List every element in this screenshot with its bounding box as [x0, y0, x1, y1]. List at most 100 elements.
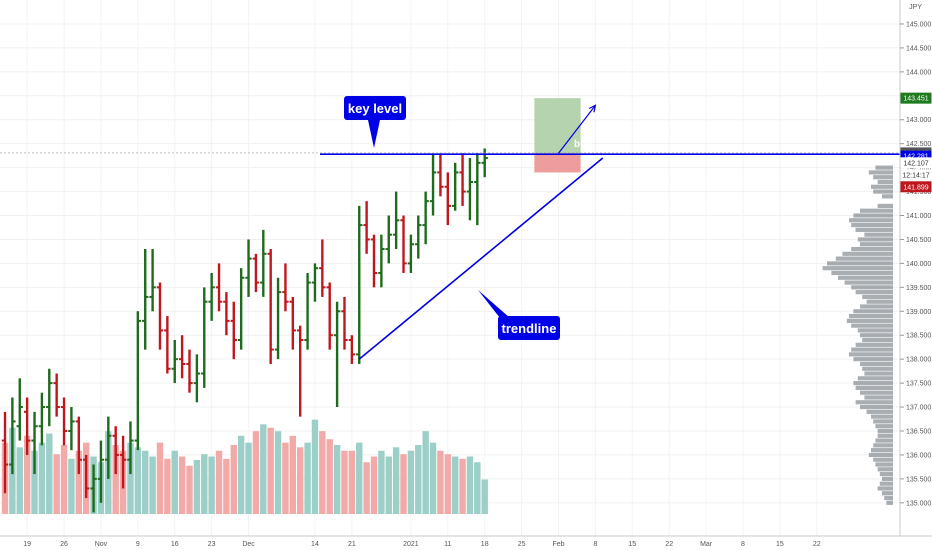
ohlc-bar	[230, 301, 237, 360]
x-tick-label: Feb	[552, 541, 564, 548]
volume-profile-bar	[849, 218, 893, 223]
ohlc-bar	[142, 249, 149, 350]
volume-profile-bar	[860, 333, 893, 338]
volume-bar	[134, 447, 142, 514]
ohlc-bar	[75, 416, 82, 475]
volume-profile-bar	[860, 404, 893, 410]
volume-bar	[186, 465, 193, 514]
x-tick-label: 11	[444, 541, 451, 548]
key-level-callout[interactable]: key level	[344, 96, 406, 148]
volume-bar	[474, 462, 481, 514]
ohlc-bar	[378, 234, 385, 288]
position-zones	[534, 98, 581, 173]
volume-profile-bar	[871, 184, 893, 189]
ohlc-bar	[156, 282, 164, 350]
volume-profile-bar	[873, 443, 893, 448]
volume-profile-bar	[851, 246, 893, 252]
y-tick-label: 143.000	[906, 117, 931, 124]
volume-bar	[297, 447, 304, 514]
ohlc-bar	[444, 172, 451, 226]
currency-label: JPY	[909, 4, 922, 11]
ohlc-bar	[326, 282, 333, 350]
price-label-text: 142.107	[903, 160, 928, 167]
volume-bar	[415, 445, 422, 514]
volume-bar	[326, 439, 333, 514]
volume-profile-bar	[882, 491, 893, 496]
y-tick-label: 135.500	[906, 476, 931, 483]
y-tick-label: 144.500	[906, 45, 931, 52]
volume-profile-bar	[873, 189, 893, 194]
volume-profile-bar	[853, 309, 893, 314]
ohlc-bar	[1, 411, 9, 494]
volume-profile-bar	[875, 438, 893, 443]
volume-profile-bar	[871, 448, 893, 453]
y-tick-label: 139.000	[906, 309, 931, 316]
price-label-bg	[900, 181, 932, 193]
volume-profile-bar	[835, 256, 893, 261]
volume-profile-bar	[851, 347, 893, 352]
volume-bar	[23, 435, 31, 514]
x-tick-label: 22	[813, 541, 821, 548]
volume-profile-bar	[857, 237, 893, 242]
volume-bar	[46, 433, 53, 514]
volume-profile-bar	[875, 165, 893, 170]
x-tick-label: 22	[665, 541, 673, 548]
ohlc-bar	[341, 296, 348, 350]
price-label: 142.107	[900, 157, 932, 169]
price-axis: 145.000144.500144.000143.500143.000142.5…	[899, 0, 932, 536]
price-label-text: 141.899	[903, 184, 928, 191]
volume-bar	[363, 462, 370, 514]
volume-profile-bar	[879, 481, 893, 486]
y-tick-label: 135.000	[906, 500, 931, 507]
y-tick-label: 141.000	[906, 213, 931, 220]
ohlc-bar	[400, 215, 407, 273]
volume-bar	[112, 445, 119, 514]
y-tick-label: 142.000	[906, 165, 931, 172]
ohlc-bar	[53, 373, 60, 417]
ohlc-bar	[97, 440, 105, 503]
volume-bar	[370, 456, 378, 514]
volume-profile-bar	[877, 428, 893, 434]
volume-profile-bar	[855, 342, 893, 347]
ohlc-bar	[459, 153, 466, 206]
volume-profile-bar	[857, 376, 893, 381]
ohlc-bar	[297, 325, 304, 417]
volume-profile-bar	[851, 285, 893, 290]
volume-bar	[164, 458, 171, 514]
volume-profile-bar	[855, 227, 893, 232]
target-zone	[534, 98, 581, 154]
volume-profile-bar	[822, 266, 893, 271]
volume-profile-bar	[853, 213, 893, 218]
volume-bar	[444, 454, 451, 514]
volume-profile-bar	[873, 419, 893, 424]
volume-profile-bar	[844, 280, 893, 285]
volume-profile-bar	[851, 323, 893, 328]
volume-profile-bar	[866, 409, 893, 414]
volume-profile-bar	[882, 476, 893, 481]
ohlc-bar	[304, 272, 311, 350]
y-tick-label: 140.000	[906, 261, 931, 268]
volume-profile-bar	[868, 170, 893, 175]
volume-bar	[407, 450, 415, 514]
volume-profile-bar	[873, 457, 893, 462]
volume-profile-bar	[860, 304, 893, 309]
y-tick-label: 139.500	[906, 285, 931, 292]
stop-zone	[534, 153, 581, 173]
ohlc-bar	[127, 421, 134, 475]
volume-profile-bar	[846, 318, 893, 323]
volume-profile-bar	[862, 366, 893, 371]
volume-bar	[193, 459, 201, 514]
ohlc-bar	[90, 464, 97, 513]
trendline-callout[interactable]: trendline	[478, 290, 560, 340]
ohlc-bar	[370, 234, 378, 288]
y-tick-label: 136.000	[906, 452, 931, 459]
price-label: 141.899	[900, 181, 932, 193]
ohlc-bar	[186, 349, 193, 393]
ohlc-bar	[171, 340, 178, 384]
y-tick-label: 142.500	[906, 141, 931, 148]
volume-bar	[422, 431, 429, 514]
ohlc-bar	[451, 162, 459, 211]
ohlc-bar	[437, 153, 444, 197]
volume-profile-bar	[855, 400, 893, 405]
